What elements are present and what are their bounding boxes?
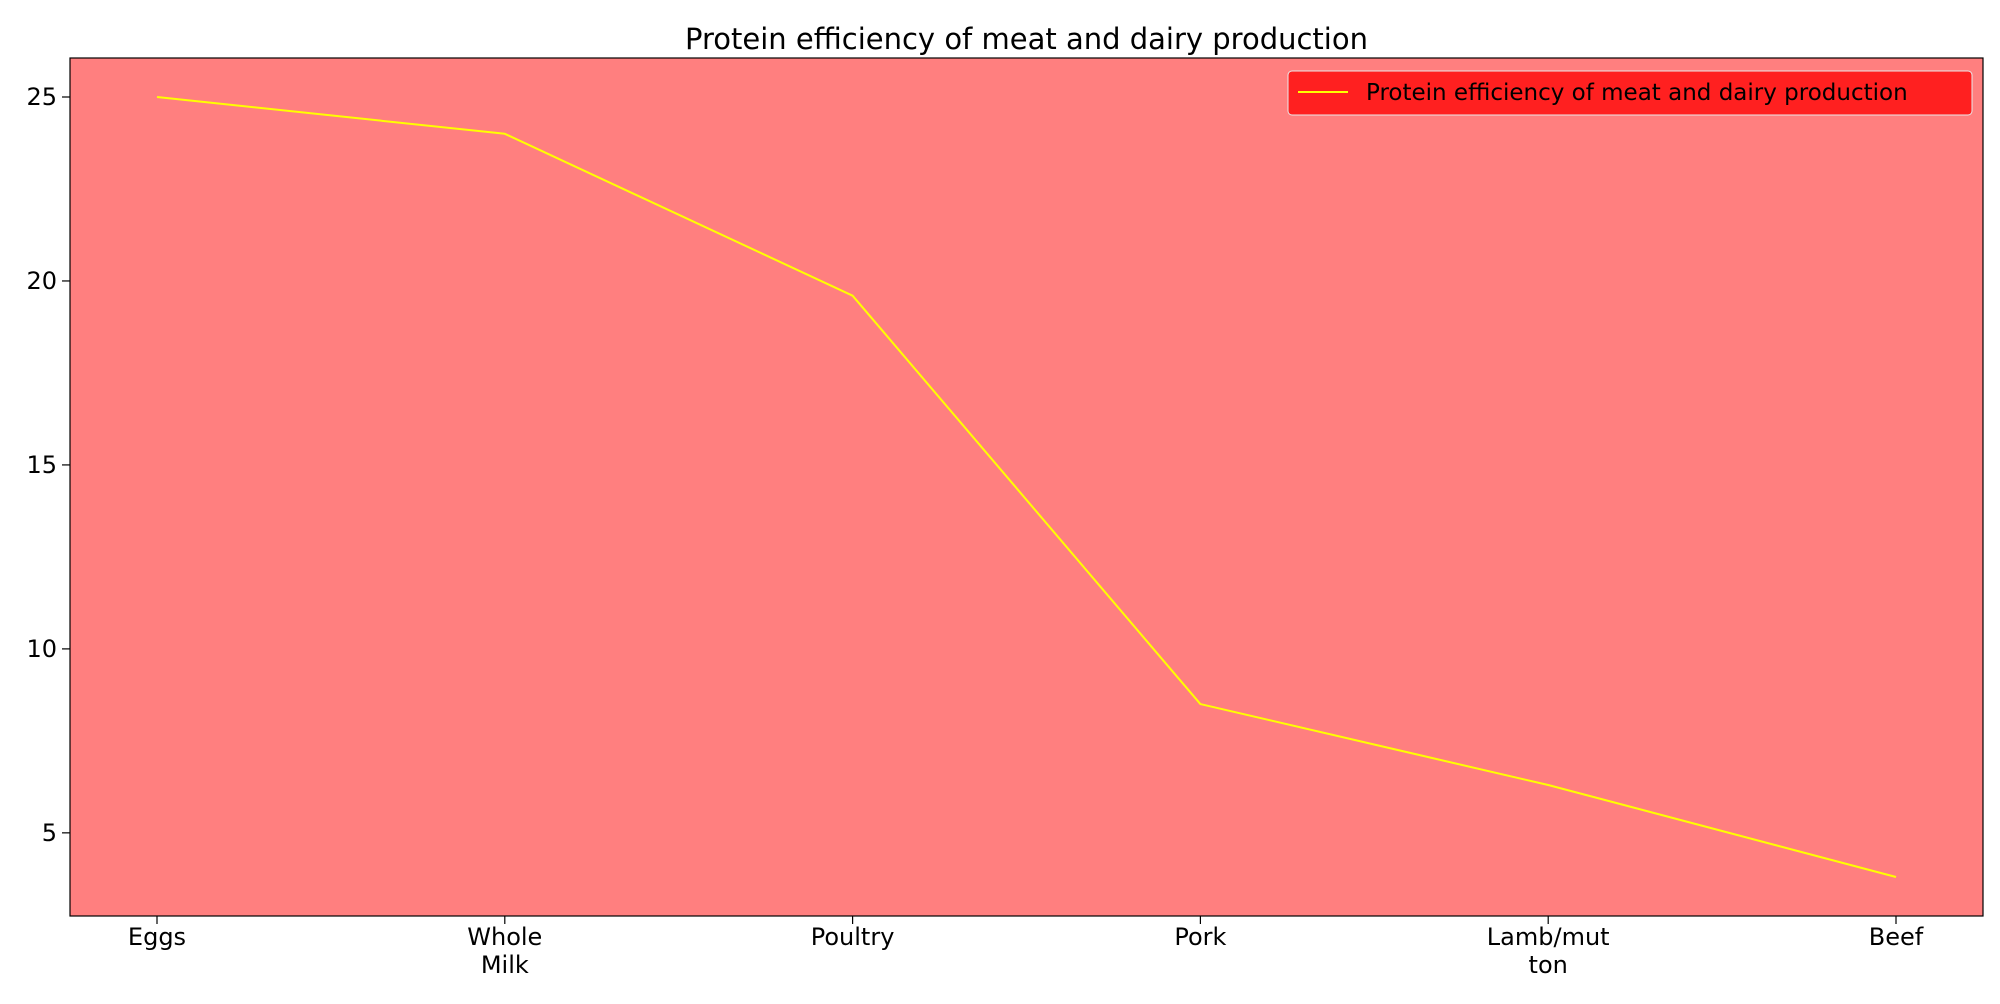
x-tick-label: Pork [1174, 923, 1226, 951]
x-tick-label: Eggs [128, 923, 186, 951]
x-tick-label: Whole Milk [467, 923, 542, 979]
x-tick-label: Poultry [811, 923, 895, 951]
y-tick-label: 5 [42, 819, 57, 847]
series-lines [156, 96, 1897, 878]
legend-label: Protein efficiency of meat and dairy pro… [1366, 80, 1908, 106]
y-tick-label: 10 [26, 635, 57, 663]
legend: Protein efficiency of meat and dairy pro… [1287, 70, 1973, 116]
plot-frame [69, 57, 1984, 917]
legend-box [1287, 70, 1973, 116]
x-tick-label: Lamb/mut ton [1487, 923, 1610, 979]
series-line-0 [156, 96, 1897, 878]
chart-title: Protein efficiency of meat and dairy pro… [685, 22, 1368, 56]
x-axis: Eggs Whole Milk Poultry Pork Lamb/mut ton Beef [128, 916, 1924, 979]
y-tick-label: 20 [26, 267, 57, 295]
y-axis: 5 10 15 20 25 [26, 83, 70, 847]
x-tick-label: Beef [1869, 923, 1924, 951]
y-tick-label: 15 [26, 451, 57, 479]
plot-area [70, 58, 1983, 916]
y-tick-label: 25 [26, 83, 57, 111]
